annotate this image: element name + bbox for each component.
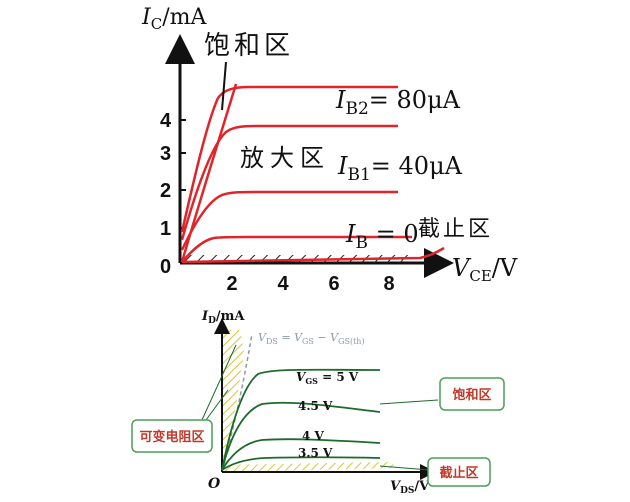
ib2-label: IB2= 80μA — [335, 86, 461, 119]
mosfet-y-axis-title: ID/mA — [201, 309, 245, 326]
ib1-label: IB1= 40μA — [337, 152, 463, 185]
active-region-label: 放大区 — [240, 144, 330, 172]
ib2-curve — [180, 85, 398, 233]
boundary-equation: VDS = VGS − VGS(th) — [258, 331, 365, 346]
x-tick-label: 4 — [277, 273, 289, 295]
vgs-4v-curve — [221, 438, 381, 471]
mosfet-output-chart: ID/mA VDS/V O VDS = VGS − VGS(th) VGS = … — [131, 309, 505, 496]
y-tick-label: 2 — [160, 180, 171, 202]
vgs-4-5v-curve — [221, 401, 381, 471]
y-tick-label: 1 — [160, 218, 171, 240]
vgs-3-5v-curve — [221, 456, 381, 471]
mosfet-cutoff-callout-text: 截止区 — [439, 465, 478, 481]
ib2-mid-curve — [180, 124, 398, 241]
origin-label: 0 — [160, 256, 171, 278]
ib0-curve — [181, 246, 445, 264]
ib-low-curve — [181, 235, 412, 263]
mosfet-x-axis-title: VDS/V — [390, 479, 430, 496]
saturation-boundary — [180, 83, 238, 263]
cutoff-region-label: 截止区 — [418, 217, 493, 242]
ib1-curve — [180, 190, 398, 251]
ohmic-callout-text: 可变电阻区 — [139, 429, 204, 445]
vgs-5v-label: VGS = 5 V — [296, 370, 359, 386]
y-tick-label: 4 — [160, 110, 172, 132]
ohmic-callout: 可变电阻区 — [131, 344, 237, 453]
saturation-region-label: 饱和区 — [204, 31, 294, 61]
bjt-output-chart: 1 2 3 4 0 2 4 6 8 IC/mA VCE/V — [141, 5, 518, 295]
x-axis-title: VCE/V — [452, 254, 518, 285]
saturation-callout: 饱和区 — [379, 377, 505, 411]
y-tick-label: 3 — [160, 143, 171, 165]
ib0-label: IB = 0 — [345, 220, 419, 253]
saturation-pointer — [221, 61, 227, 111]
mosfet-origin-label: O — [208, 476, 221, 492]
mosfet-cutoff-hatch-region — [222, 462, 398, 472]
vgs-3-5v-label: 3.5 V — [298, 446, 333, 460]
x-tick-label: 2 — [226, 273, 237, 295]
vgs-4-5v-label: 4.5 V — [298, 399, 333, 413]
x-tick-label: 8 — [383, 273, 394, 295]
y-axis-title: IC/mA — [141, 5, 207, 33]
x-tick-label: 6 — [328, 273, 339, 295]
vgs-4v-label: 4 V — [302, 429, 325, 443]
saturation-callout-text: 饱和区 — [451, 387, 491, 403]
vgs-5v-curve — [221, 368, 381, 471]
ohmic-hatch-region — [222, 330, 244, 472]
mosfet-cutoff-callout: 截止区 — [379, 457, 491, 487]
